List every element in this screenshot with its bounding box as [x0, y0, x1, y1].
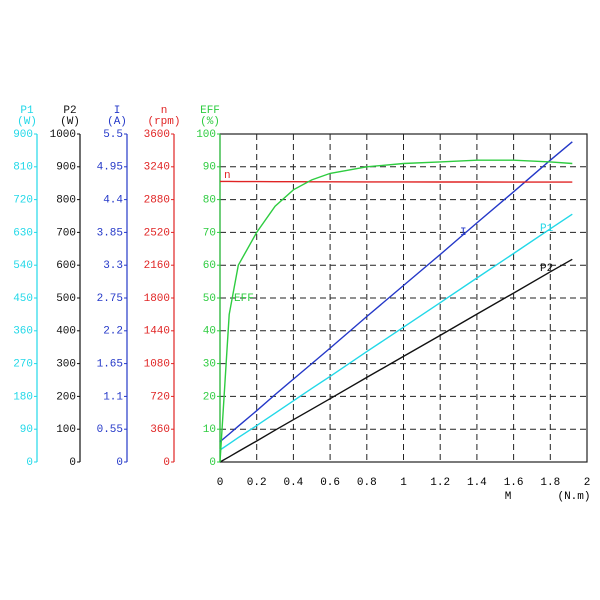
axis-title: EFF — [200, 105, 220, 117]
x-axis-label: M — [505, 491, 512, 503]
axis-unit: (A) — [107, 116, 127, 128]
series-line — [220, 180, 573, 183]
axis-title: n — [161, 105, 168, 117]
y-tick-label: 1080 — [144, 359, 170, 371]
y-tick-label: 0 — [69, 457, 76, 469]
series-line — [219, 159, 573, 463]
y-tick-label: 180 — [13, 391, 33, 403]
axis-unit: (rpm) — [147, 116, 180, 128]
series-line — [219, 258, 573, 463]
y-tick-label: 1800 — [144, 293, 170, 305]
y-tick-label: 0 — [116, 457, 123, 469]
axis-title: P1 — [20, 105, 34, 117]
series-label: P1 — [540, 223, 554, 235]
series-label: P2 — [540, 263, 553, 275]
y-tick-label: 2.75 — [97, 293, 123, 305]
y-tick-label: 1.65 — [97, 359, 123, 371]
y-tick-label: 0 — [209, 457, 216, 469]
y-tick-label: 2520 — [144, 227, 170, 239]
y-tick-label: 90 — [20, 424, 33, 436]
y-tick-label: 800 — [56, 195, 76, 207]
x-tick-label: 0 — [217, 477, 224, 489]
y-tick-label: 30 — [203, 359, 216, 371]
y-tick-label: 270 — [13, 359, 33, 371]
y-tick-label: 70 — [203, 227, 216, 239]
axis-title: P2 — [63, 105, 76, 117]
y-tick-label: 2160 — [144, 260, 170, 272]
y-tick-label: 2.2 — [103, 326, 123, 338]
series-label: n — [224, 170, 231, 182]
y-tick-label: 100 — [56, 424, 76, 436]
y-tick-label: 50 — [203, 293, 216, 305]
y-tick-label: 720 — [13, 195, 33, 207]
x-tick-label: 1.8 — [540, 477, 560, 489]
y-tick-label: 4.95 — [97, 162, 123, 174]
y-tick-label: 500 — [56, 293, 76, 305]
y-tick-label: 450 — [13, 293, 33, 305]
y-tick-label: 3240 — [144, 162, 170, 174]
y-tick-label: 0 — [26, 457, 33, 469]
y-tick-label: 0 — [163, 457, 170, 469]
y-tick-label: 900 — [56, 162, 76, 174]
y-tick-label: 4.4 — [103, 195, 123, 207]
y-tick-label: 5.5 — [103, 129, 123, 141]
y-tick-label: 360 — [150, 424, 170, 436]
y-tick-label: 1440 — [144, 326, 170, 338]
series-label: EFF — [234, 293, 254, 305]
y-tick-label: 810 — [13, 162, 33, 174]
y-tick-label: 900 — [13, 129, 33, 141]
y-tick-label: 60 — [203, 260, 216, 272]
y-tick-label: 300 — [56, 359, 76, 371]
series-line — [219, 141, 573, 443]
y-tick-label: 540 — [13, 260, 33, 272]
x-tick-label: 1.4 — [467, 477, 487, 489]
y-tick-label: 3.3 — [103, 260, 123, 272]
y-tick-label: 400 — [56, 326, 76, 338]
x-tick-label: 1.6 — [504, 477, 524, 489]
x-tick-label: 0.8 — [357, 477, 377, 489]
y-tick-label: 200 — [56, 391, 76, 403]
x-tick-label: 0.4 — [283, 477, 303, 489]
series-line — [219, 213, 573, 451]
y-tick-label: 100 — [196, 129, 216, 141]
x-tick-label: 2 — [584, 477, 591, 489]
y-tick-label: 10 — [203, 424, 216, 436]
y-tick-label: 3.85 — [97, 227, 123, 239]
axis-title: I — [114, 105, 121, 117]
y-tick-label: 360 — [13, 326, 33, 338]
x-tick-label: 0.2 — [247, 477, 267, 489]
y-tick-label: 20 — [203, 391, 216, 403]
axis-unit: (W) — [60, 116, 80, 128]
axis-unit: (%) — [200, 116, 220, 128]
axis-unit: (W) — [17, 116, 37, 128]
x-tick-label: 0.6 — [320, 477, 340, 489]
y-tick-label: 80 — [203, 195, 216, 207]
x-tick-label: 1.2 — [430, 477, 450, 489]
y-tick-label: 3600 — [144, 129, 170, 141]
series-label: I — [460, 227, 467, 239]
y-tick-label: 1.1 — [103, 391, 123, 403]
y-tick-label: 2880 — [144, 195, 170, 207]
y-tick-label: 90 — [203, 162, 216, 174]
y-tick-label: 600 — [56, 260, 76, 272]
y-tick-label: 1000 — [50, 129, 76, 141]
x-tick-label: 1 — [400, 477, 407, 489]
y-tick-label: 700 — [56, 227, 76, 239]
x-axis-unit: (N.m) — [557, 491, 590, 503]
y-tick-label: 0.55 — [97, 424, 123, 436]
y-tick-label: 720 — [150, 391, 170, 403]
y-tick-label: 630 — [13, 227, 33, 239]
y-tick-label: 40 — [203, 326, 216, 338]
